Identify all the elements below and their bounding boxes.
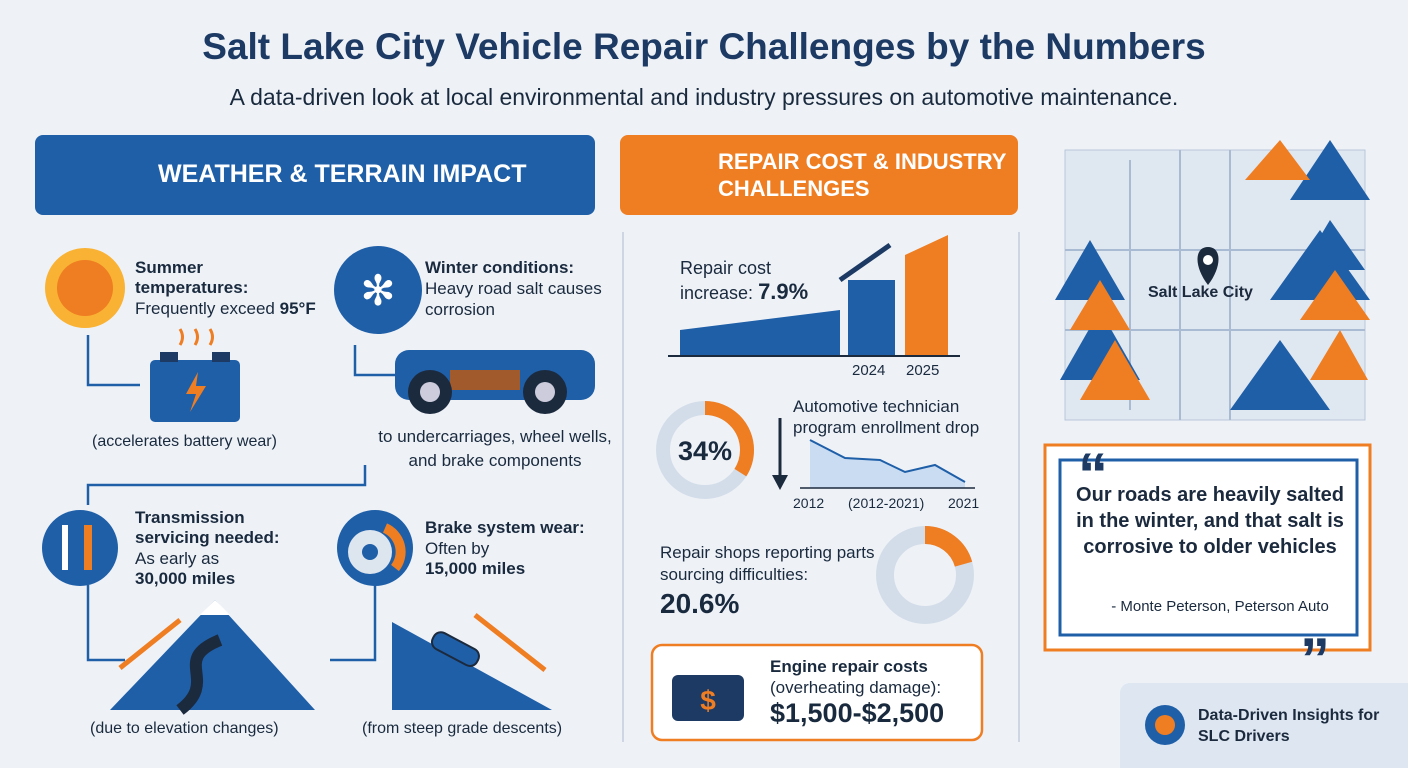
donut-arc <box>876 526 974 624</box>
summer: Summer temperatures: Frequently exceed 9… <box>135 258 355 319</box>
text: Frequently exceed <box>135 299 275 318</box>
repair-header <box>620 135 1018 215</box>
weather-header <box>35 135 595 215</box>
transmission: Transmission servicing needed: As early … <box>135 508 315 589</box>
note: (from steep grade descents) <box>362 720 563 737</box>
badge-text: Data-Driven Insights for SLC Drivers <box>1198 707 1380 745</box>
donut-label: 34% <box>677 436 733 466</box>
text: Frequently exceed 95°F <box>135 298 355 319</box>
axis-label: 2021 <box>948 495 980 511</box>
cost: Repair cost increase: 7.9% <box>680 256 830 305</box>
note: (accelerates battery wear) <box>92 433 277 450</box>
year: 2025 <box>906 362 940 379</box>
repair-heading: REPAIR COST & INDUSTRY CHALLENGES <box>718 149 1007 201</box>
label: Winter conditions: <box>425 258 575 277</box>
label: Engine repair costs <box>770 657 928 676</box>
svg-text:$: $ <box>700 685 716 716</box>
svg-text:”: ” <box>1300 626 1330 693</box>
highlight: 95°F <box>279 299 316 318</box>
label: Transmission servicing needed: <box>135 508 280 547</box>
svg-text:“: “ <box>1078 441 1108 508</box>
note: (due to elevation changes) <box>90 720 279 737</box>
highlight: 30,000 miles <box>135 569 236 588</box>
value: 20.6% <box>660 588 740 619</box>
label: Summer temperatures: <box>135 258 249 297</box>
weather-heading: WEATHER & TERRAIN IMPACT <box>158 160 527 188</box>
axis-label: 2012 <box>793 495 825 511</box>
map-label: Salt Lake City <box>1148 284 1253 301</box>
value: $1,500-$2,500 <box>770 698 945 728</box>
label: Brake system wear: <box>425 518 585 537</box>
year: 2024 <box>852 362 886 379</box>
text: Repair shops reporting parts sourcing di… <box>660 543 875 584</box>
donut-arc <box>656 401 754 499</box>
quote-attribution: - Monte Peterson, Peterson Auto <box>1111 598 1329 615</box>
value: 7.9% <box>758 279 809 304</box>
text: Automotive technician program enrollment… <box>793 397 980 437</box>
text: Often by <box>425 539 490 558</box>
engine: Engine repair costs (overheating damage)… <box>770 657 975 729</box>
svg-text:✻: ✻ <box>360 267 395 314</box>
divider <box>622 232 624 742</box>
subtitle: A data-driven look at local environmenta… <box>229 84 1179 110</box>
text: Heavy road salt causes corrosion <box>425 279 602 319</box>
label: Repair cost increase: <box>680 258 772 303</box>
donut <box>876 526 974 624</box>
sub: (overheating damage): <box>770 678 942 697</box>
highlight: 15,000 miles <box>425 559 526 578</box>
divider <box>1018 232 1020 742</box>
winter: Winter conditions: Heavy road salt cause… <box>425 258 605 320</box>
brake: Brake system wear: Often by 15,000 miles <box>425 518 605 579</box>
note: to undercarriages, wheel wells, and brak… <box>378 427 612 470</box>
donut <box>656 401 754 499</box>
title: Salt Lake City Vehicle Repair Challenges… <box>202 26 1206 67</box>
quote-text: Our roads are heavily salted in the wint… <box>1076 484 1344 558</box>
axis-label: (2012-2021) <box>848 495 925 511</box>
text: As early as <box>135 549 220 568</box>
